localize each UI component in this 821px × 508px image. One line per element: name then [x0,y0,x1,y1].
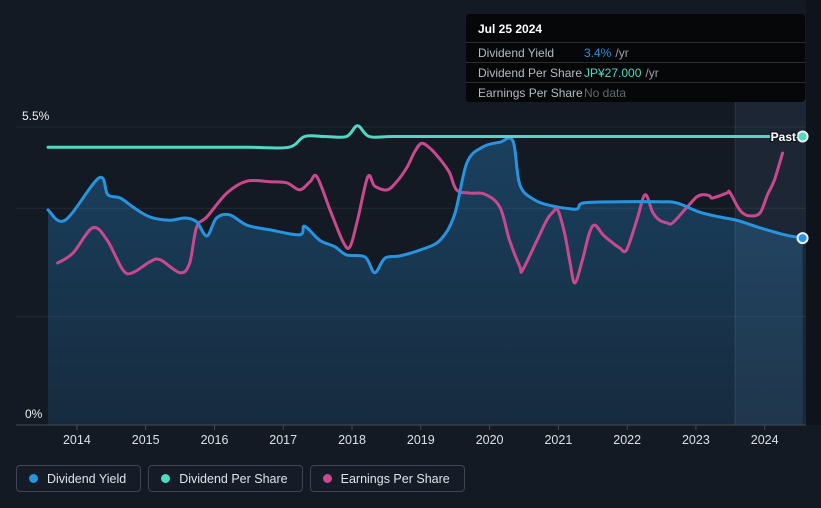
tooltip-label-dividend-per-share: Dividend Per Share [478,65,583,80]
tooltip-label-dividend-yield: Dividend Yield [478,45,555,60]
dividend-yield-area-fill [48,138,803,425]
dividend-yield-legend-dot-icon [29,474,38,483]
dividend-yield-end-marker[interactable] [796,232,809,245]
x-axis-year-label: 2018 [338,433,366,447]
tooltip-value-dividend-yield: 3.4% [584,45,612,60]
tooltip-unit-dividend-per-share: /yr [645,65,659,80]
chart-legend: Dividend Yield Dividend Per Share Earnin… [16,465,465,492]
tooltip-date: Jul 25 2024 [478,22,543,36]
past-label: Past [771,130,796,144]
tooltip-label-earnings-per-share: Earnings Per Share [478,85,583,100]
tooltip-row-dividend-per-share: Dividend Per Share JP¥27.000 /yr [466,62,805,82]
x-axis-year-label: 2014 [63,433,91,447]
legend-item-dividend-yield[interactable]: Dividend Yield [16,465,142,492]
legend-label-earnings-per-share: Earnings Per Share [340,471,450,486]
plot-area: 2014 2015 2016 2017 2018 2019 2020 2021 2022 2023… [16,0,821,447]
future-edge-strip [806,0,821,425]
x-axis-year-label: 2017 [269,433,297,447]
legend-label-dividend-per-share: Dividend Per Share [179,471,288,486]
y-axis-label-bottom: 0% [25,407,43,421]
y-axis-label-top: 5.5% [22,109,50,123]
earnings-per-share-legend-dot-icon [322,474,332,483]
legend-item-dividend-per-share[interactable]: Dividend Per Share [148,465,303,492]
x-axis-year-label: 2021 [544,433,572,447]
earnings-per-share-line[interactable] [56,141,785,285]
tooltip-unit-dividend-yield: /yr [615,45,629,60]
dividend-yield-line[interactable] [46,136,805,275]
x-axis-year-label: 2016 [201,433,229,447]
dividend-per-share-end-marker[interactable] [796,130,809,143]
x-axis-year-label: 2024 [751,433,779,447]
x-axis-year-label: 2022 [613,433,641,447]
tooltip-row-earnings-per-share: Earnings Per Share No data [466,82,805,102]
x-axis-year-label: 2019 [407,433,435,447]
x-axis-year-label: 2023 [682,433,710,447]
dividend-per-share-legend-dot-icon [161,474,171,483]
past-period-band [735,100,806,425]
tooltip-row-dividend-yield: Dividend Yield 3.4% /yr [466,42,805,62]
dividend-per-share-line[interactable] [46,124,805,150]
tooltip-value-earnings-per-share: No data [584,85,627,100]
chart-tooltip: Jul 25 2024 Dividend Yield 3.4% /yr Divi… [466,14,805,102]
legend-item-earnings-per-share[interactable]: Earnings Per Share [309,465,465,492]
tooltip-value-dividend-per-share: JP¥27.000 [584,65,642,80]
x-axis-year-label: 2015 [132,433,160,447]
x-axis-year-label: 2020 [476,433,504,447]
legend-label-dividend-yield: Dividend Yield [47,471,127,486]
